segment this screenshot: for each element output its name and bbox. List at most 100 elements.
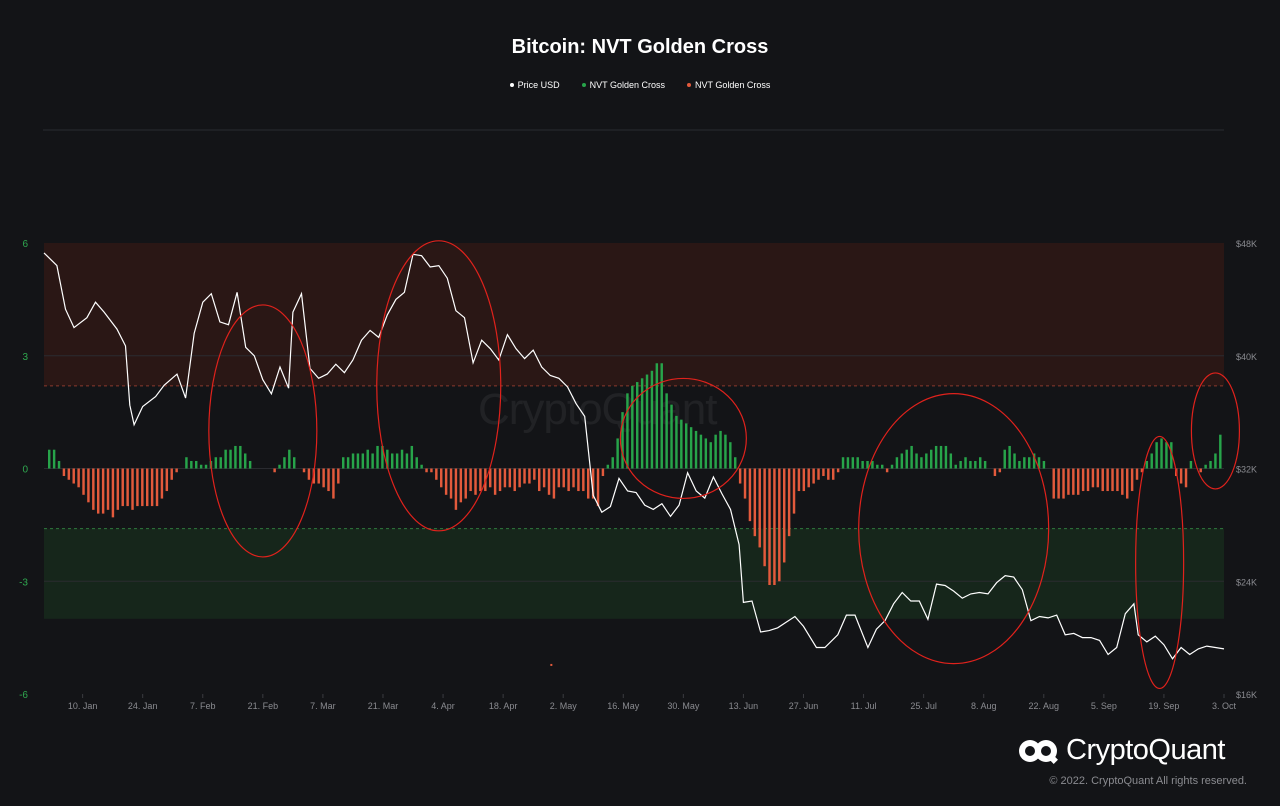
golden-cross-bar-negative [489,468,492,488]
golden-cross-bar-positive [895,457,899,469]
golden-cross-bar-negative [97,468,100,514]
golden-cross-bar-positive [1013,453,1016,469]
golden-cross-bar-positive [665,393,668,469]
golden-cross-bar-positive [675,415,678,469]
golden-cross-bar-negative [1179,468,1183,484]
golden-cross-bar-negative [783,468,786,563]
golden-cross-bar-positive [288,449,291,469]
golden-cross-bar-negative [533,468,536,480]
golden-cross-bar-negative [1126,468,1129,499]
golden-cross-bar-negative [273,468,276,473]
golden-cross-bar-negative [498,468,502,492]
golden-cross-bar-positive [204,464,208,469]
golden-cross-bar-negative [92,468,95,510]
legend-dot-golden-cross-negative [687,83,691,87]
x-axis-tick-label: 13. Jun [729,701,759,711]
x-axis-tick-label: 16. May [607,701,640,711]
golden-cross-bar-negative [885,468,889,473]
brand-name: CryptoQuant [1066,734,1225,766]
right-axis-tick-label: $32K [1236,465,1257,475]
golden-cross-bar-negative [1106,468,1109,492]
golden-cross-bar-negative [557,468,561,488]
golden-cross-bar-negative [748,468,752,522]
golden-cross-bar-positive [234,445,237,469]
x-axis-tick-label: 22. Aug [1029,701,1060,711]
golden-cross-bar-positive [969,460,972,469]
price-line [43,252,1225,660]
golden-cross-bar-positive [1170,442,1173,469]
golden-cross-bar-positive [636,382,639,469]
golden-cross-bar-positive [689,427,693,469]
golden-cross-bar-negative [82,468,85,495]
golden-cross-bar-positive [856,457,859,469]
golden-cross-bar-positive [199,464,203,469]
golden-cross-bar-positive [871,460,874,469]
right-axis-tick-label: $40K [1236,352,1257,362]
golden-cross-bar-positive [709,442,712,469]
golden-cross-bar-negative [67,468,71,480]
golden-cross-bar-negative [322,468,325,488]
golden-cross-bar-positive [616,438,619,469]
golden-cross-bar-negative [1111,468,1114,492]
golden-cross-bar-positive [1165,442,1168,469]
golden-cross-bar-negative [601,468,605,477]
golden-cross-bar-negative [435,468,438,480]
golden-cross-bar-negative [812,468,815,484]
golden-cross-bar-positive [1042,460,1046,469]
golden-cross-bar-negative [547,468,551,495]
golden-cross-bar-negative [1130,468,1134,492]
legend-item-golden-cross-negative[interactable]: NVT Golden Cross [687,80,770,90]
golden-cross-bar-positive [410,445,414,469]
golden-cross-bar-positive [366,449,369,469]
golden-cross-bar-positive [185,457,188,469]
golden-cross-bar-negative [538,468,541,492]
golden-cross-bar-negative [508,468,512,488]
golden-cross-bar-positive [1037,457,1041,469]
golden-cross-bar-negative [1096,468,1100,488]
golden-cross-bar-positive [190,460,193,469]
golden-cross-bar-positive [640,378,644,469]
golden-cross-bar-positive [915,453,918,469]
golden-cross-bar-positive [346,457,350,469]
golden-cross-bar-negative [591,468,595,499]
golden-cross-bar-positive [611,457,614,469]
x-axis-tick-label: 10. Jan [68,701,98,711]
golden-cross-bar-negative [449,468,453,499]
golden-cross-bar-positive [386,449,389,469]
golden-cross-bar-positive [1008,445,1011,469]
golden-cross-bar-negative [141,468,144,507]
golden-cross-bar-positive [400,449,404,469]
undervalued-band [44,528,1224,619]
golden-cross-bar-negative [542,468,546,488]
golden-cross-bar-positive [983,460,987,469]
golden-cross-bar-positive [48,449,51,469]
golden-cross-bar-positive [283,457,286,469]
golden-cross-bar-positive [905,449,908,469]
golden-cross-bar-positive [685,423,688,469]
golden-cross-bar-negative [567,468,570,492]
golden-cross-bar-negative [307,468,311,480]
golden-cross-bar-negative [165,468,169,492]
golden-cross-bar-positive [714,434,717,469]
legend-item-golden-cross-positive[interactable]: NVT Golden Cross [581,80,665,90]
golden-cross-bar-negative [738,468,742,484]
golden-cross-bar-positive [925,453,928,469]
golden-cross-bar-negative [131,468,134,510]
right-axis-tick-label: $48K [1236,239,1257,249]
golden-cross-bar-negative [1067,468,1070,495]
legend-item-price[interactable]: Price USD [509,80,560,90]
golden-cross-bar-negative [577,468,580,492]
golden-cross-bar-negative [317,468,320,484]
golden-cross-bar-negative [582,468,585,492]
golden-cross-bar-negative [87,468,90,503]
left-axis-tick-label: -3 [19,577,28,588]
annotation-ellipse [619,377,747,500]
left-axis-tick-label: 3 [22,352,28,363]
golden-cross-bar-positive [278,464,281,469]
golden-cross-bar-negative [758,468,761,548]
golden-cross-bar-positive [293,457,296,469]
golden-cross-bar-negative [464,468,467,499]
golden-cross-bar-negative [528,468,531,484]
golden-cross-bar-positive [650,370,654,469]
golden-cross-bar-negative [596,468,600,507]
